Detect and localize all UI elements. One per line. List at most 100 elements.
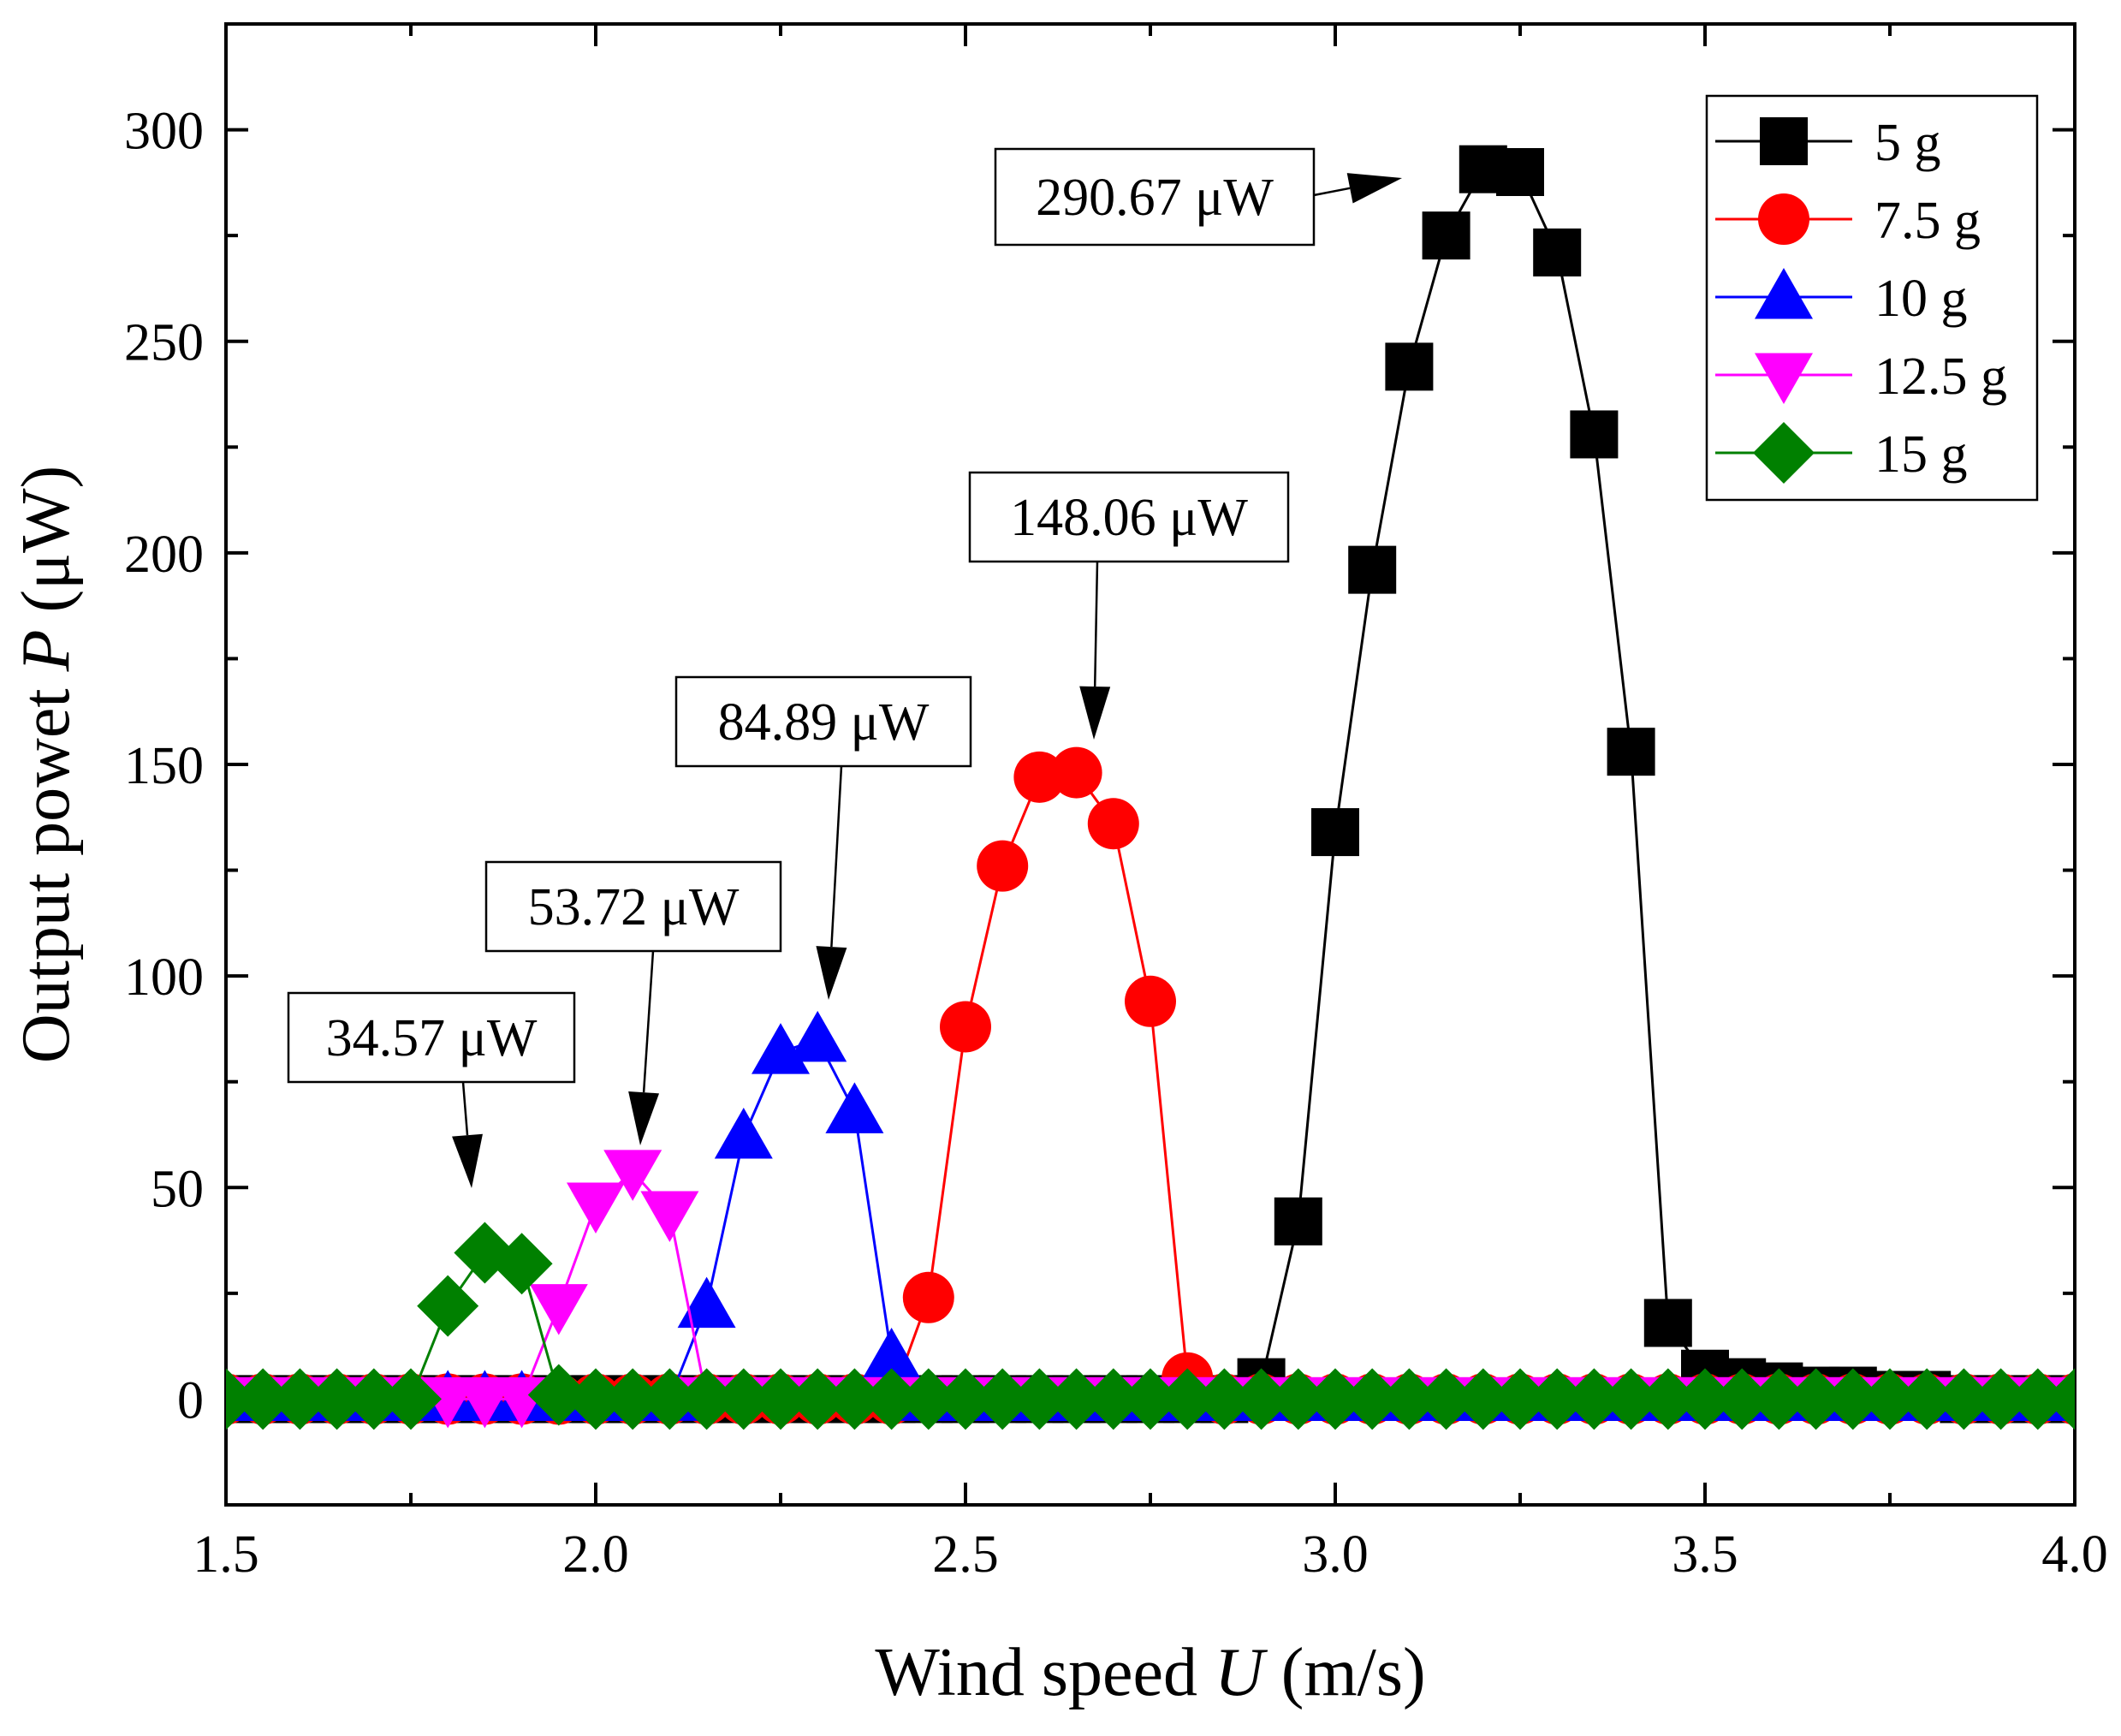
data-point-5-g — [1496, 148, 1544, 196]
data-point-10-g — [825, 1082, 884, 1133]
data-point-15-g — [1267, 1368, 1329, 1430]
legend-label: 5 g — [1874, 114, 1941, 172]
data-point-5-g — [1533, 228, 1582, 276]
y-tick-label: 100 — [124, 948, 204, 1007]
data-point-10-g — [714, 1107, 773, 1159]
legend-item-15-g: 15 g — [1715, 422, 1968, 484]
x-axis-title-symbol: U — [1215, 1635, 1268, 1710]
data-point-15-g — [1378, 1368, 1441, 1430]
data-point-15-g — [1970, 1368, 2032, 1430]
data-point-12-5-g — [603, 1150, 662, 1201]
data-point-5-g — [1348, 545, 1397, 594]
data-point-15-g — [897, 1368, 960, 1430]
data-point-5-g — [1570, 410, 1619, 459]
data-point-15-g — [1230, 1368, 1292, 1430]
data-point-15-g — [1674, 1368, 1736, 1430]
data-point-15-g — [1821, 1368, 1884, 1430]
callout-box — [674, 675, 972, 768]
y-tick-label: 150 — [124, 737, 204, 795]
legend-marker — [1755, 353, 1813, 404]
legend-marker — [1755, 268, 1813, 319]
data-point-15-g — [1563, 1368, 1625, 1430]
callout-arrow-head — [1346, 173, 1402, 204]
series-7-5-g — [226, 746, 2075, 1425]
x-tick-label: 1.5 — [193, 1525, 259, 1584]
data-point-5-g — [1274, 1197, 1322, 1246]
data-point-15-g — [1785, 1368, 1847, 1430]
y-axis-title-symbol: P — [9, 630, 84, 673]
y-tick-labels: 0 50 100 150 200 250 300 — [124, 103, 204, 1430]
callout-arrow-shaft — [1313, 187, 1351, 197]
y-tick-label: 250 — [124, 314, 204, 372]
data-point-10-g — [788, 1010, 847, 1062]
data-point-15-g — [860, 1368, 923, 1430]
callout-label: 148.06 μW — [1010, 489, 1248, 547]
x-tick-label: 4.0 — [2041, 1525, 2108, 1584]
data-point-15-g — [1008, 1368, 1071, 1430]
data-point-15-g — [1452, 1368, 1514, 1430]
data-point-7-5-g — [1087, 798, 1139, 850]
legend-marker — [1758, 193, 1809, 245]
legend-marker — [1753, 422, 1815, 484]
data-point-15-g — [1896, 1368, 1958, 1430]
data-point-15-g — [602, 1368, 664, 1430]
legend-item-5-g: 5 g — [1715, 114, 1941, 172]
data-point-10-g — [862, 1328, 921, 1379]
legend-label: 10 g — [1874, 270, 1968, 328]
series-layer — [226, 145, 2075, 1430]
callout-box — [968, 471, 1290, 563]
data-point-15-g — [1859, 1368, 1921, 1430]
callout-12-5-g: 53.72 μW — [484, 860, 782, 1145]
data-point-15-g — [1193, 1368, 1256, 1430]
data-point-15-g — [639, 1368, 701, 1430]
data-point-15-g — [1933, 1368, 1995, 1430]
data-point-15-g — [2006, 1368, 2069, 1430]
callout-box — [484, 860, 782, 953]
data-point-15-g — [1120, 1368, 1181, 1430]
data-point-15-g — [1637, 1368, 1699, 1430]
y-tick-label: 50 — [151, 1160, 204, 1218]
callout-label: 84.89 μW — [718, 693, 930, 752]
legend-marker — [1760, 117, 1808, 165]
callout-label: 53.72 μW — [528, 878, 740, 936]
data-point-15-g — [269, 1368, 331, 1430]
legend-label: 7.5 g — [1874, 192, 1981, 250]
callout-arrow-shaft — [461, 1081, 469, 1136]
y-axis-title-unit: (μW) — [9, 466, 84, 630]
data-point-15-g — [565, 1368, 627, 1430]
legend-label: 15 g — [1874, 425, 1968, 484]
data-point-15-g — [1711, 1368, 1773, 1430]
data-point-15-g — [935, 1368, 996, 1430]
data-point-15-g — [823, 1368, 886, 1430]
data-point-15-g — [1526, 1368, 1589, 1430]
data-point-12-5-g — [455, 1376, 514, 1429]
data-point-15-g — [750, 1368, 811, 1430]
legend-item-10-g: 10 g — [1715, 268, 1968, 328]
data-point-12-5-g — [529, 1284, 588, 1335]
x-tick-label: 2.0 — [562, 1525, 629, 1584]
callout-arrow-head — [816, 946, 847, 1000]
series-15-g — [226, 1222, 2075, 1430]
data-point-15-g — [1082, 1368, 1144, 1430]
y-tick-label: 0 — [177, 1371, 204, 1430]
x-tick-label: 3.5 — [1672, 1525, 1738, 1584]
callout-arrow-head — [628, 1091, 660, 1145]
data-point-15-g — [527, 1364, 590, 1426]
data-point-7-5-g — [940, 1001, 991, 1053]
data-point-12-5-g — [640, 1191, 699, 1242]
data-point-7-5-g — [1050, 746, 1102, 799]
data-point-15-g — [232, 1368, 294, 1430]
data-point-15-g — [675, 1368, 738, 1430]
x-axis-title-unit: (m/s) — [1264, 1635, 1426, 1710]
data-point-15-g — [342, 1368, 405, 1430]
callout-arrow-shaft — [642, 950, 655, 1093]
data-point-12-5-g — [419, 1376, 478, 1429]
y-tick-label: 300 — [124, 103, 204, 161]
data-point-15-g — [417, 1275, 479, 1337]
callout-arrow-shaft — [1093, 561, 1099, 687]
legend: 5 g 7.5 g 10 g 12.5 g 15 g — [1705, 94, 2039, 502]
data-point-15-g — [1156, 1368, 1219, 1430]
data-point-15-g — [971, 1368, 1034, 1430]
x-tick-labels: 1.5 2.0 2.5 3.0 3.5 4.0 — [193, 1525, 2108, 1584]
